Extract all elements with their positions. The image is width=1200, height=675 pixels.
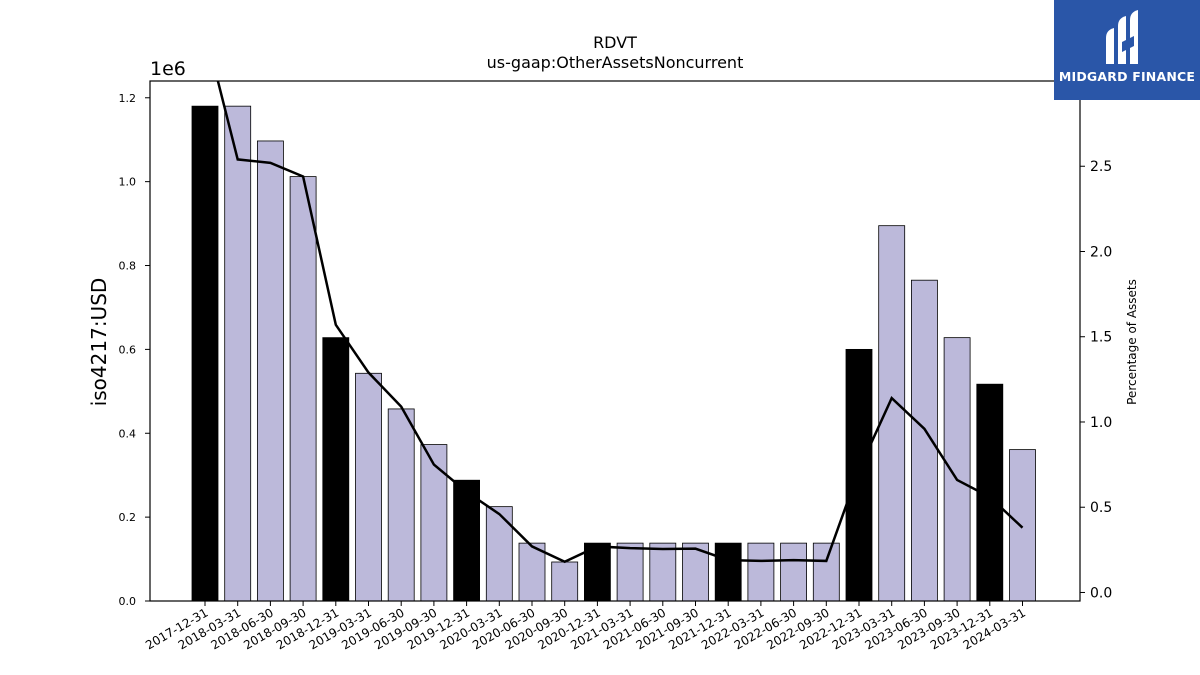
bar-2022-03-31 [748,543,774,601]
y-axis-label: iso4217:USD [87,278,111,407]
bar-2023-06-30 [911,280,937,601]
y2-axis-label: Percentage of Assets [1125,279,1139,405]
y-tick-label: 1.2 [119,92,137,105]
bar-2024-03-31 [1010,450,1036,601]
bar-2018-03-31 [225,106,251,601]
bar-2022-06-30 [781,543,807,601]
y2-tick-label: 0.5 [1090,500,1112,516]
bar-2019-03-31 [356,373,382,601]
bar-2021-03-31 [617,543,643,601]
y2-tick-label: 1.5 [1090,330,1112,346]
midgard-logo-icon [1102,8,1152,68]
bar-2020-03-31 [486,507,512,601]
bar-2021-06-30 [650,543,676,601]
bar-2018-09-30 [290,177,316,601]
bar-2018-06-30 [257,141,283,601]
chart-title: RDVT [593,33,637,52]
bar-2018-12-31 [323,338,349,601]
bar-2022-09-30 [813,543,839,601]
bar-2020-09-30 [552,562,578,601]
bar-2017-12-31 [192,106,218,601]
bars-group [192,106,1036,601]
bar-2022-12-31 [846,349,872,601]
plot-frame [150,81,1080,601]
y-tick-label: 0.8 [119,260,137,273]
y2-tick-label: 2.5 [1090,159,1112,175]
bar-2023-09-30 [944,338,970,601]
y2-tick-label: 0.0 [1090,585,1112,601]
chart-subtitle: us-gaap:OtherAssetsNoncurrent [487,53,744,72]
y-tick-label: 0.4 [119,427,137,440]
bar-2019-06-30 [388,409,414,601]
logo-text: MIDGARD FINANCE [1054,69,1200,84]
brand-logo: MIDGARD FINANCE [1054,0,1200,100]
bar-2021-12-31 [715,543,741,601]
y2-tick-label: 1.0 [1090,415,1112,431]
y-axis-offset-label: 1e6 [150,58,186,80]
y-tick-label: 0.0 [119,595,137,608]
y-tick-label: 0.6 [119,343,137,356]
y2-tick-label: 2.0 [1090,244,1112,260]
y-tick-label: 1.0 [119,176,137,189]
bar-2023-03-31 [879,226,905,601]
y-tick-label: 0.2 [119,511,137,524]
bar-2019-09-30 [421,445,447,601]
